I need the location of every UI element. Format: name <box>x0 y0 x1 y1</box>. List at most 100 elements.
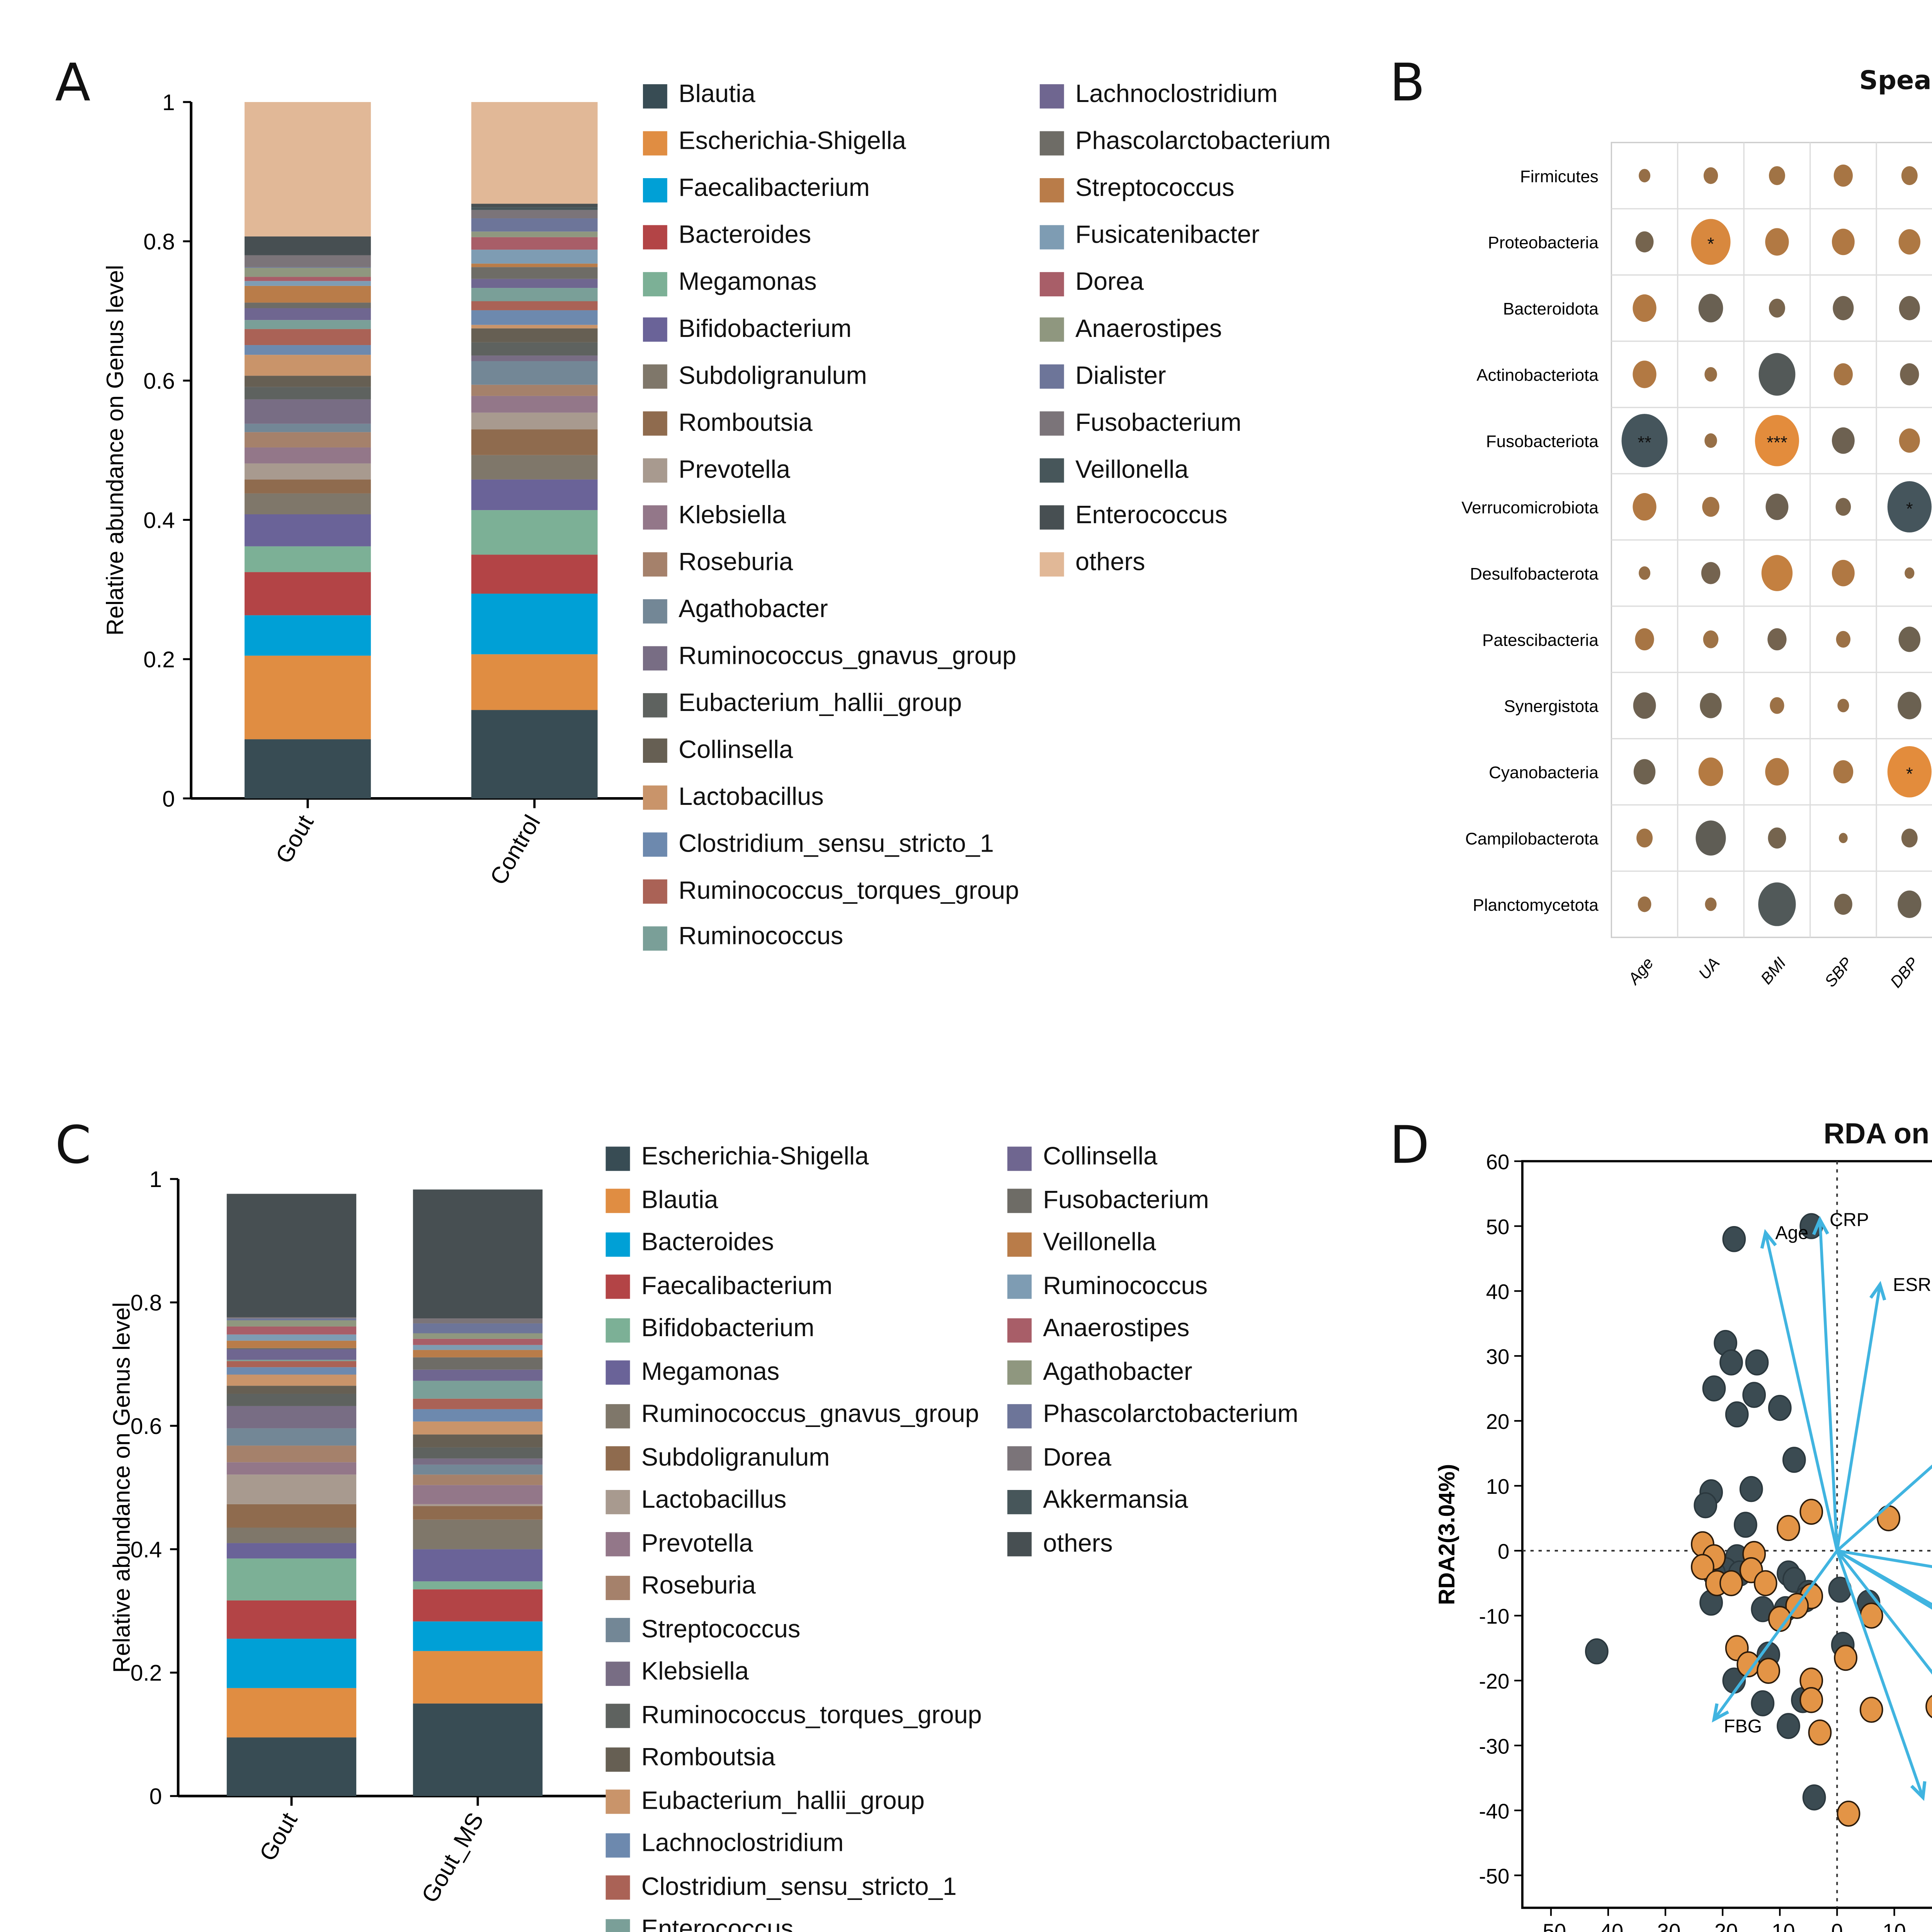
legend-item: Akkermansia <box>1007 1480 1298 1523</box>
bar-segment-lactobacillus <box>226 1475 357 1504</box>
legend-item: Blautia <box>605 1180 982 1223</box>
correlation-dot <box>1761 555 1793 591</box>
bar-segment-clostridium-sensu-stricto-1 <box>226 1361 357 1367</box>
correlation-dot <box>1833 164 1853 187</box>
legend-label: Lactobacillus <box>679 783 824 811</box>
bar-segment-dorea <box>413 1318 543 1323</box>
bar-segment-blautia <box>413 1651 543 1704</box>
legend-swatch <box>1007 1403 1032 1428</box>
legend-swatch <box>605 1918 630 1932</box>
correlation-dot <box>1698 294 1723 323</box>
bar-segment-veillonella <box>471 207 598 210</box>
column-label: Age <box>1624 954 1657 989</box>
row-label: Fusobacteriota <box>1486 432 1599 451</box>
legend-label: Dorea <box>1075 269 1144 297</box>
legend-item: Phascolarctobacterium <box>1039 120 1331 167</box>
legend-swatch <box>1039 318 1064 343</box>
scatter-point-gout <box>1702 1375 1726 1401</box>
legend-swatch <box>1039 224 1064 249</box>
panel-label-d: D <box>1389 1114 1430 1176</box>
heatmap-title: Spearman Correlation Heatmap <box>1859 65 1932 96</box>
correlation-dot <box>1833 760 1854 784</box>
bar-segment-streptococcus <box>471 264 598 267</box>
bar-segment-fusobacterium <box>244 255 371 267</box>
legend-item: Streptococcus <box>605 1609 982 1652</box>
scatter-point-gout-ms <box>1925 1695 1932 1718</box>
y-tick-label: 20 <box>1486 1410 1510 1434</box>
legend-swatch <box>1007 1361 1032 1385</box>
correlation-dot <box>1887 746 1932 798</box>
bar-segment-ruminococcus-gnavus-group <box>471 355 598 361</box>
y-tick-label: 1 <box>150 1167 162 1192</box>
legend-swatch <box>643 365 667 389</box>
legend-swatch <box>643 645 667 670</box>
row-label: Bacteroidota <box>1503 299 1599 318</box>
legend-label: Blautia <box>679 82 755 109</box>
legend-label: Bacteroides <box>641 1230 774 1257</box>
x-tick-label: -20 <box>1708 1920 1738 1932</box>
legend-item: Enterococcus <box>1039 494 1331 541</box>
legend-swatch <box>643 224 667 249</box>
legend-label: Ruminococcus <box>679 924 844 952</box>
bar-segment-romboutsia <box>244 479 371 493</box>
correlation-dot <box>1703 167 1718 184</box>
bar-segment-others <box>244 102 371 236</box>
y-tick-label: 10 <box>1486 1475 1510 1498</box>
bar-segment-ruminococcus <box>471 288 598 301</box>
scatter-point-gout-ms <box>1808 1719 1832 1746</box>
bar-segment-prevotella <box>244 463 371 480</box>
arrow-head <box>1869 1281 1886 1301</box>
legend-item: Fusobacterium <box>1039 400 1331 447</box>
legend-swatch <box>605 1618 630 1643</box>
scatter-point-gout-ms <box>1719 1570 1743 1597</box>
bar-segment-streptococcus <box>226 1428 357 1446</box>
bar-segment-enterococcus <box>413 1381 543 1399</box>
bar-segment-dialister <box>471 218 598 232</box>
bar-segment-megamonas <box>244 546 371 572</box>
bar-segment-streptococcus <box>413 1464 543 1475</box>
legend-label: Anaerostipes <box>1043 1315 1190 1343</box>
bar-segment-prevotella <box>471 412 598 430</box>
bar-segment-ruminococcus-torques-group <box>413 1447 543 1459</box>
legend-swatch <box>643 692 667 717</box>
legend-item: Faecalibacterium <box>605 1266 982 1309</box>
biplot-arrow <box>1836 1549 1932 1675</box>
legend-label: Blautia <box>641 1187 718 1214</box>
legend-label: Clostridium_sensu_stricto_1 <box>679 830 994 858</box>
rda-title: RDA on Genus level <box>1823 1117 1932 1150</box>
bar-segment-faecalibacterium <box>413 1589 543 1622</box>
correlation-dot <box>1638 896 1651 912</box>
bar-segment-klebsiella <box>413 1458 543 1465</box>
bar-segment-ruminococcus-torques-group <box>471 301 598 310</box>
bar-segment-fusobacterium <box>471 210 598 219</box>
correlation-dot <box>1636 828 1653 848</box>
legend-swatch <box>605 1790 630 1815</box>
y-tick-label: 0.4 <box>143 508 175 533</box>
bar-segment-klebsiella <box>226 1406 357 1429</box>
bar-segment-blautia <box>471 710 598 799</box>
column-label: UA <box>1695 954 1723 983</box>
correlation-dot <box>1633 493 1656 521</box>
legend-item: Dorea <box>1039 260 1331 307</box>
legend-label: Eubacterium_hallii_group <box>641 1787 925 1815</box>
x-tick-label: -30 <box>1650 1920 1681 1932</box>
legend-item: Bacteroides <box>605 1223 982 1265</box>
y-tick-label: -50 <box>1479 1864 1510 1888</box>
legend-item: Ruminococcus <box>1007 1266 1298 1309</box>
scatter-point-gout-ms <box>1834 1645 1857 1671</box>
correlation-dot <box>1833 296 1854 320</box>
legend-swatch <box>605 1876 630 1900</box>
legend-item: Eubacterium_hallii_group <box>605 1781 982 1823</box>
legend-swatch <box>1007 1446 1032 1471</box>
legend-label: Anaerostipes <box>1075 315 1222 344</box>
legend-item: Subdoligranulum <box>643 354 1019 400</box>
legend-label: Enterococcus <box>1075 503 1228 531</box>
correlation-dot <box>1838 833 1848 844</box>
significance-mark: ** <box>1638 432 1651 452</box>
correlation-dot <box>1769 166 1785 185</box>
bar-segment-veillonella <box>226 1340 357 1348</box>
bar-segment-dorea <box>226 1317 357 1319</box>
y-tick-label: 0 <box>150 1784 162 1809</box>
bar-segment-roseburia <box>244 432 371 447</box>
legend-item: Agathobacter <box>1007 1352 1298 1395</box>
